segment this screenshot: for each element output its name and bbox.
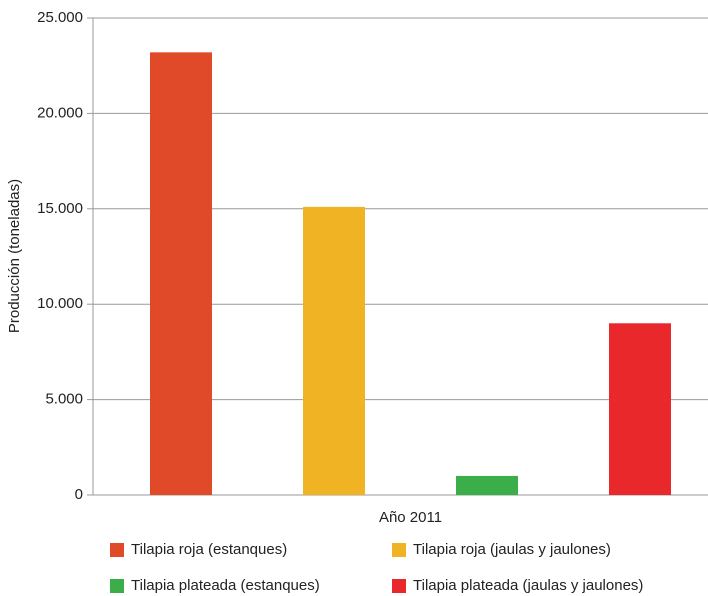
y-tick-label: 0 (75, 486, 83, 503)
legend-swatch (110, 579, 124, 593)
legend-label: Tilapia roja (estanques) (131, 541, 287, 558)
y-tick-label: 20.000 (37, 104, 83, 121)
y-tick-label: 10.000 (37, 295, 83, 312)
bar (303, 206, 365, 495)
y-tick-label: 5.000 (45, 391, 83, 408)
legend-label: Tilapia roja (jaulas y jaulones) (413, 541, 611, 558)
legend-swatch (392, 543, 406, 557)
y-tick-label: 25.000 (37, 9, 83, 26)
x-tick-label: Año 2011 (379, 509, 442, 526)
legend-swatch (110, 543, 124, 557)
y-tick-label: 15.000 (37, 200, 83, 217)
legend-swatch (392, 579, 406, 593)
y-axis-label: Producción (toneladas) (6, 179, 23, 333)
legend-label: Tilapia plateada (jaulas y jaulones) (413, 577, 643, 594)
bar (609, 323, 671, 495)
bar (456, 475, 518, 495)
bar (150, 52, 212, 496)
legend-label: Tilapia plateada (estanques) (131, 577, 320, 594)
